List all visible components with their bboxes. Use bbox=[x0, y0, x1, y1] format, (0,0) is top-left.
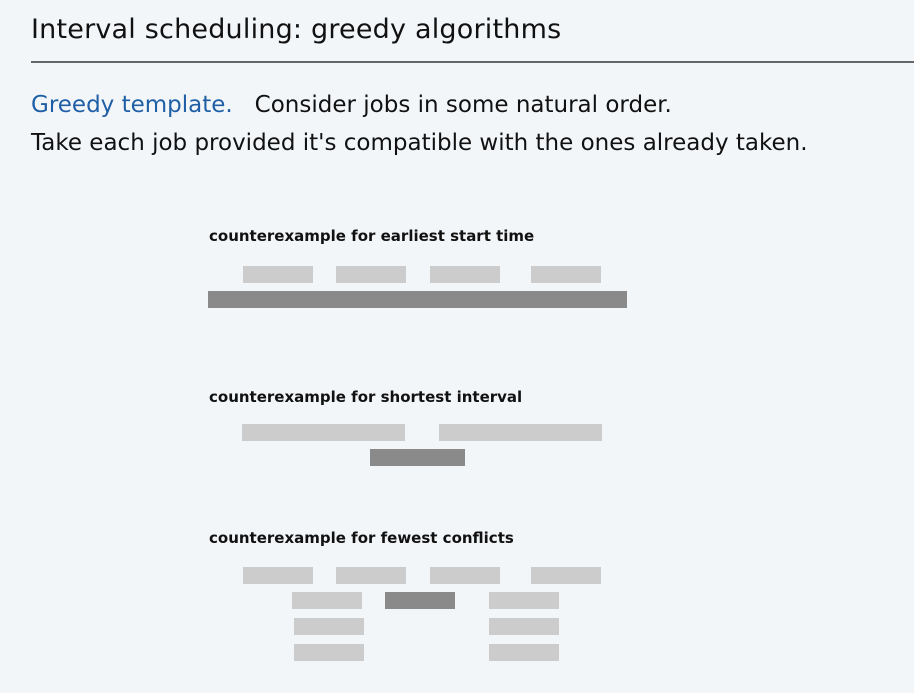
selected-job-interval bbox=[208, 291, 627, 308]
template-line-2: Take each job provided it's compatible w… bbox=[31, 130, 808, 156]
job-interval bbox=[489, 592, 559, 609]
selected-job-interval bbox=[385, 592, 455, 609]
job-interval bbox=[294, 644, 364, 661]
template-line1-text: Consider jobs in some natural order. bbox=[254, 92, 672, 118]
template-spacer bbox=[240, 92, 247, 118]
job-interval bbox=[489, 644, 559, 661]
counterexample-fewest-conflicts-label: counterexample for fewest conflicts bbox=[209, 529, 514, 547]
job-interval bbox=[243, 266, 313, 283]
job-interval bbox=[243, 567, 313, 584]
job-interval bbox=[489, 618, 559, 635]
job-interval bbox=[242, 424, 405, 441]
counterexample-shortest-interval-label: counterexample for shortest interval bbox=[209, 388, 523, 406]
job-interval bbox=[292, 592, 362, 609]
job-interval bbox=[336, 567, 406, 584]
job-interval bbox=[430, 266, 500, 283]
job-interval bbox=[294, 618, 364, 635]
template-label: Greedy template. bbox=[31, 92, 233, 118]
title-rule bbox=[31, 61, 914, 63]
counterexample-earliest-start-label: counterexample for earliest start time bbox=[209, 227, 535, 245]
job-interval bbox=[531, 567, 601, 584]
job-interval bbox=[439, 424, 602, 441]
slide-title: Interval scheduling: greedy algorithms bbox=[31, 14, 562, 45]
job-interval bbox=[336, 266, 406, 283]
selected-job-interval bbox=[370, 449, 465, 466]
job-interval bbox=[430, 567, 500, 584]
template-line-1: Greedy template. Consider jobs in some n… bbox=[31, 92, 672, 118]
job-interval bbox=[531, 266, 601, 283]
